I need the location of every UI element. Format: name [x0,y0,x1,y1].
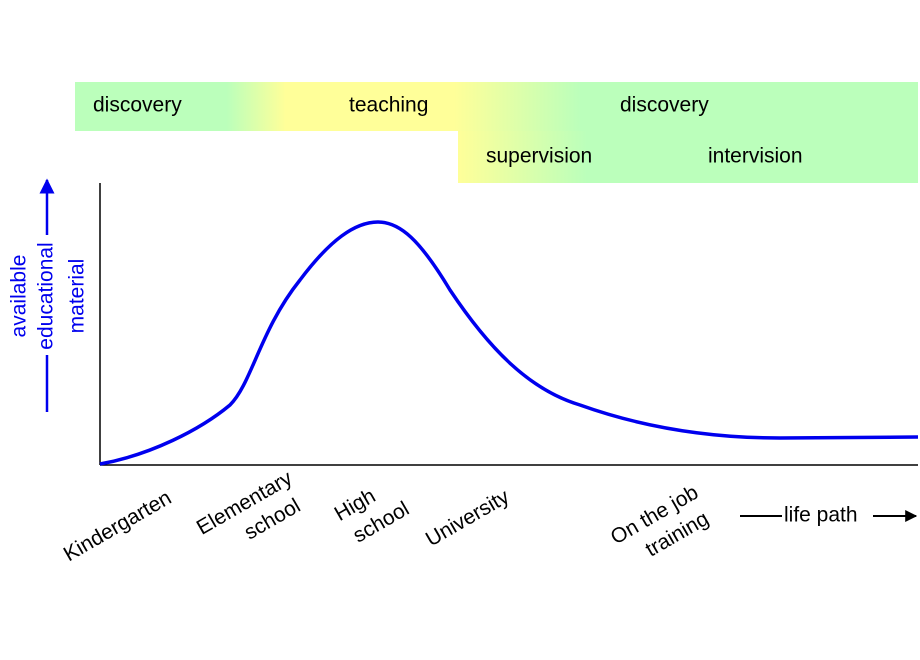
x-axis-label: life path [784,504,858,527]
curve [99,220,919,466]
y-axis-label: available [8,255,31,338]
y-axis-label: educational [35,242,58,349]
y-axis-label: material [66,259,89,334]
band-label: discovery [93,94,182,117]
stage-label: University [422,485,514,551]
band-label: discovery [620,94,709,117]
band-row [75,82,918,131]
band-label: teaching [349,94,428,117]
band-label: supervision [486,145,592,168]
band-row [458,131,918,183]
band-label: intervision [708,145,803,168]
stage-label: Kindergarten [60,486,176,566]
